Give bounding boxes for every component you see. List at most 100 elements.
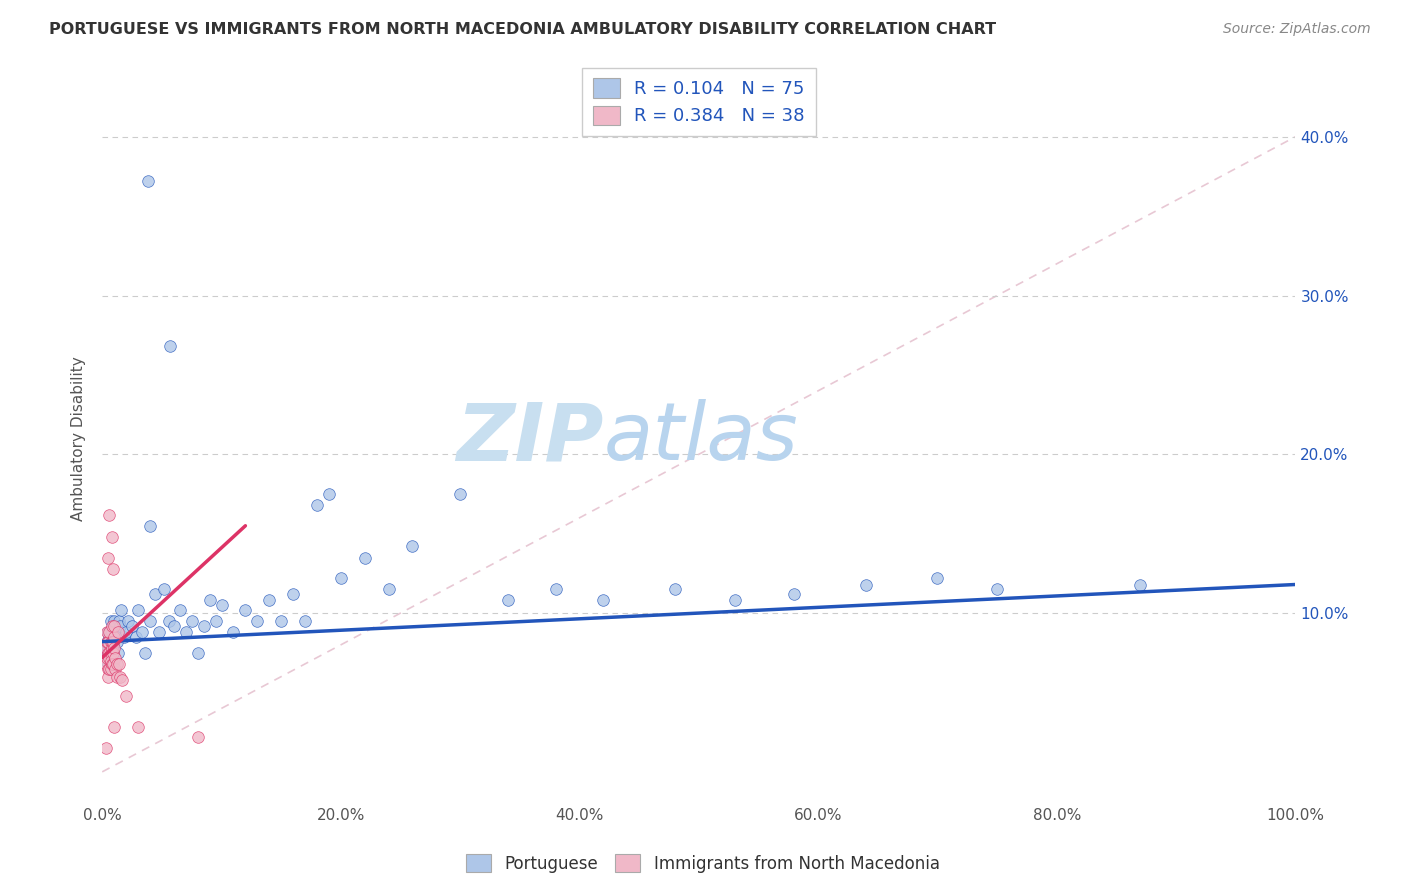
Text: atlas: atlas [603,400,799,477]
Point [281,587,304,601]
Point [235,603,257,617]
Point [163,619,186,633]
Point [94,640,117,655]
Point [105,634,128,648]
Point [96,625,118,640]
Point [98,630,121,644]
Point [96,634,118,648]
Point [103,650,125,665]
Point [174,625,197,640]
Point [96,640,118,655]
Point [986,582,1008,597]
Point [103,640,125,655]
Point [104,662,127,676]
Point [496,593,519,607]
Point [305,498,328,512]
Point [94,638,117,652]
Point [101,646,124,660]
Point [105,657,128,671]
Point [723,593,745,607]
Point [98,662,121,676]
Point [544,582,567,597]
Point [97,625,120,640]
Point [204,614,226,628]
Point [100,657,122,671]
Point [97,670,120,684]
Point [134,646,156,660]
Point [98,508,121,522]
Point [193,619,215,633]
Point [100,654,122,668]
Point [100,619,122,633]
Point [855,577,877,591]
Point [98,640,121,654]
Point [107,625,129,640]
Point [104,650,127,665]
Point [100,614,122,628]
Point [664,582,686,597]
Point [111,673,134,687]
Point [97,646,120,660]
Point [100,530,122,544]
Point [180,614,202,628]
Point [139,614,162,628]
Point [97,550,120,565]
Point [108,614,131,628]
Point [592,593,614,607]
Point [148,625,170,640]
Point [157,614,180,628]
Point [294,614,316,628]
Point [246,614,269,628]
Point [169,603,191,617]
Point [139,518,162,533]
Point [100,662,122,676]
Point [353,550,375,565]
Point [103,630,125,644]
Point [98,662,121,676]
Point [121,619,143,633]
Point [103,619,125,633]
Point [101,646,124,660]
Point [100,640,122,655]
Point [100,657,122,671]
Point [94,741,117,756]
Point [187,730,209,744]
Point [105,670,128,684]
Point [97,646,120,660]
Point [100,625,122,640]
Point [98,650,121,665]
Point [101,657,124,671]
Point [97,634,120,648]
Point [94,657,117,671]
Legend: Portuguese, Immigrants from North Macedonia: Portuguese, Immigrants from North Macedo… [460,847,946,880]
Point [127,720,149,734]
Point [107,646,129,660]
Point [127,603,149,617]
Point [927,571,949,585]
Point [222,625,245,640]
Point [131,625,153,640]
Point [318,487,340,501]
Point [783,587,806,601]
Point [97,650,120,665]
Point [101,561,124,575]
Point [198,593,221,607]
Point [103,720,125,734]
Point [110,603,132,617]
Point [101,619,124,633]
Point [1129,577,1152,591]
Point [112,630,135,644]
Point [159,339,181,353]
Point [100,634,122,648]
Point [449,487,471,501]
Point [100,646,122,660]
Point [153,582,176,597]
Point [108,657,131,671]
Point [329,571,352,585]
Point [108,670,131,684]
Point [124,630,146,644]
Point [211,598,233,612]
Point [101,638,124,652]
Point [100,634,122,648]
Point [104,625,127,640]
